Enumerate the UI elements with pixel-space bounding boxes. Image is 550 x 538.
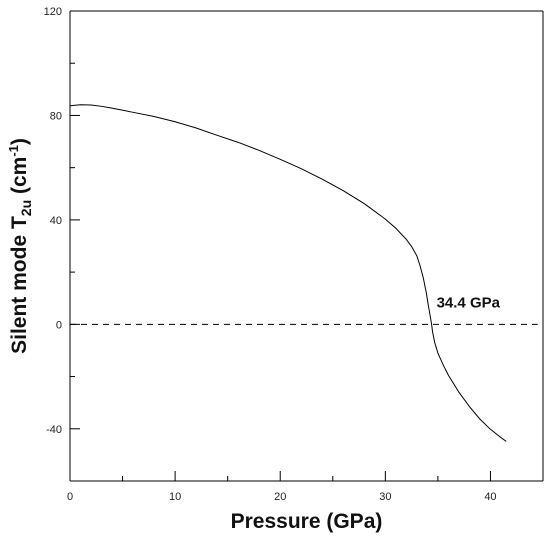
plot-frame — [69, 10, 544, 482]
x-axis-title: Pressure (GPa) — [231, 510, 383, 533]
frequency-curve — [69, 104, 507, 442]
y-axis-title-superscript: -1 — [6, 145, 21, 157]
y-tick-label: 40 — [50, 215, 62, 227]
x-tick-label: 40 — [484, 491, 496, 503]
series-layer — [69, 104, 538, 442]
y-axis-title: Silent mode T2u (cm-1) — [6, 138, 34, 354]
x-tick-label: 30 — [379, 491, 391, 503]
y-axis-title-unit-open: (cm — [8, 157, 31, 200]
y-tick-label: 120 — [44, 6, 62, 18]
y-axis-title-subscript: 2u — [18, 200, 34, 216]
annotation-layer: 34.4 GPa — [437, 294, 501, 311]
tick-marks — [69, 10, 491, 481]
y-tick-label: -40 — [46, 424, 62, 436]
y-axis-title-prefix: Silent mode T — [8, 216, 31, 354]
transition-pressure-annotation: 34.4 GPa — [437, 294, 501, 311]
y-tick-label: 0 — [56, 319, 62, 331]
x-tick-label: 0 — [67, 491, 73, 503]
x-tick-label: 10 — [169, 491, 181, 503]
y-axis-title-unit-close: ) — [8, 138, 31, 145]
x-tick-label: 20 — [274, 491, 286, 503]
tick-labels: 0 10 20 30 40 -40 0 40 80 120 — [44, 6, 497, 503]
y-tick-label: 80 — [50, 110, 62, 122]
